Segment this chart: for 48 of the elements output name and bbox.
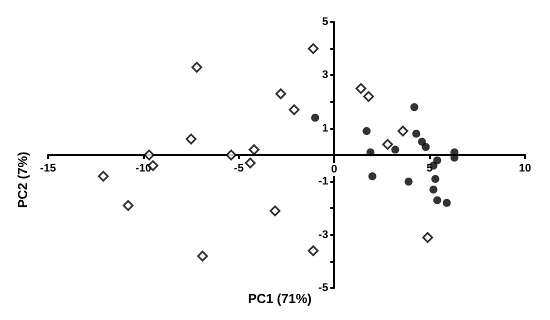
point [311, 114, 320, 122]
point [186, 134, 196, 144]
x-tick-label: -10 [135, 162, 152, 174]
point [356, 83, 366, 94]
x-tick-label: 5 [426, 162, 433, 174]
point [368, 172, 376, 180]
y-tick-label: -5 [318, 282, 328, 294]
point [363, 91, 374, 102]
point [397, 126, 408, 136]
x-tick-label: 10 [518, 162, 532, 174]
point [122, 200, 134, 211]
y-axis-title: PC2 (7%) [15, 152, 30, 208]
x-tick-label: 0 [331, 164, 338, 176]
point [366, 148, 374, 156]
point [412, 130, 420, 138]
point [288, 104, 300, 116]
point [391, 146, 400, 154]
y-tick-label: -1 [318, 176, 328, 188]
point [270, 205, 280, 216]
point [422, 143, 430, 152]
point [144, 150, 155, 160]
y-tick-label: 5 [322, 16, 328, 28]
point [308, 245, 319, 256]
point [433, 196, 442, 204]
point [442, 198, 451, 207]
y-tick-label: 1 [322, 122, 328, 134]
point [418, 138, 426, 146]
y-tick-label: 3 [322, 69, 328, 82]
point [362, 127, 371, 136]
point [191, 62, 202, 73]
point [226, 150, 237, 160]
point [248, 144, 260, 156]
point [431, 174, 440, 183]
y-tick-label: -3 [318, 228, 328, 241]
point [450, 154, 458, 162]
point [98, 170, 109, 182]
point [244, 158, 256, 168]
point [275, 88, 286, 100]
x-tick-label: -5 [234, 162, 244, 174]
point [382, 138, 394, 150]
x-tick-label: -15 [40, 162, 56, 174]
point [197, 250, 208, 262]
point [422, 232, 434, 243]
point [410, 103, 418, 112]
point [429, 186, 438, 194]
x-axis-title: PC1 (71%) [248, 291, 312, 306]
point [404, 178, 413, 186]
point [308, 43, 319, 54]
